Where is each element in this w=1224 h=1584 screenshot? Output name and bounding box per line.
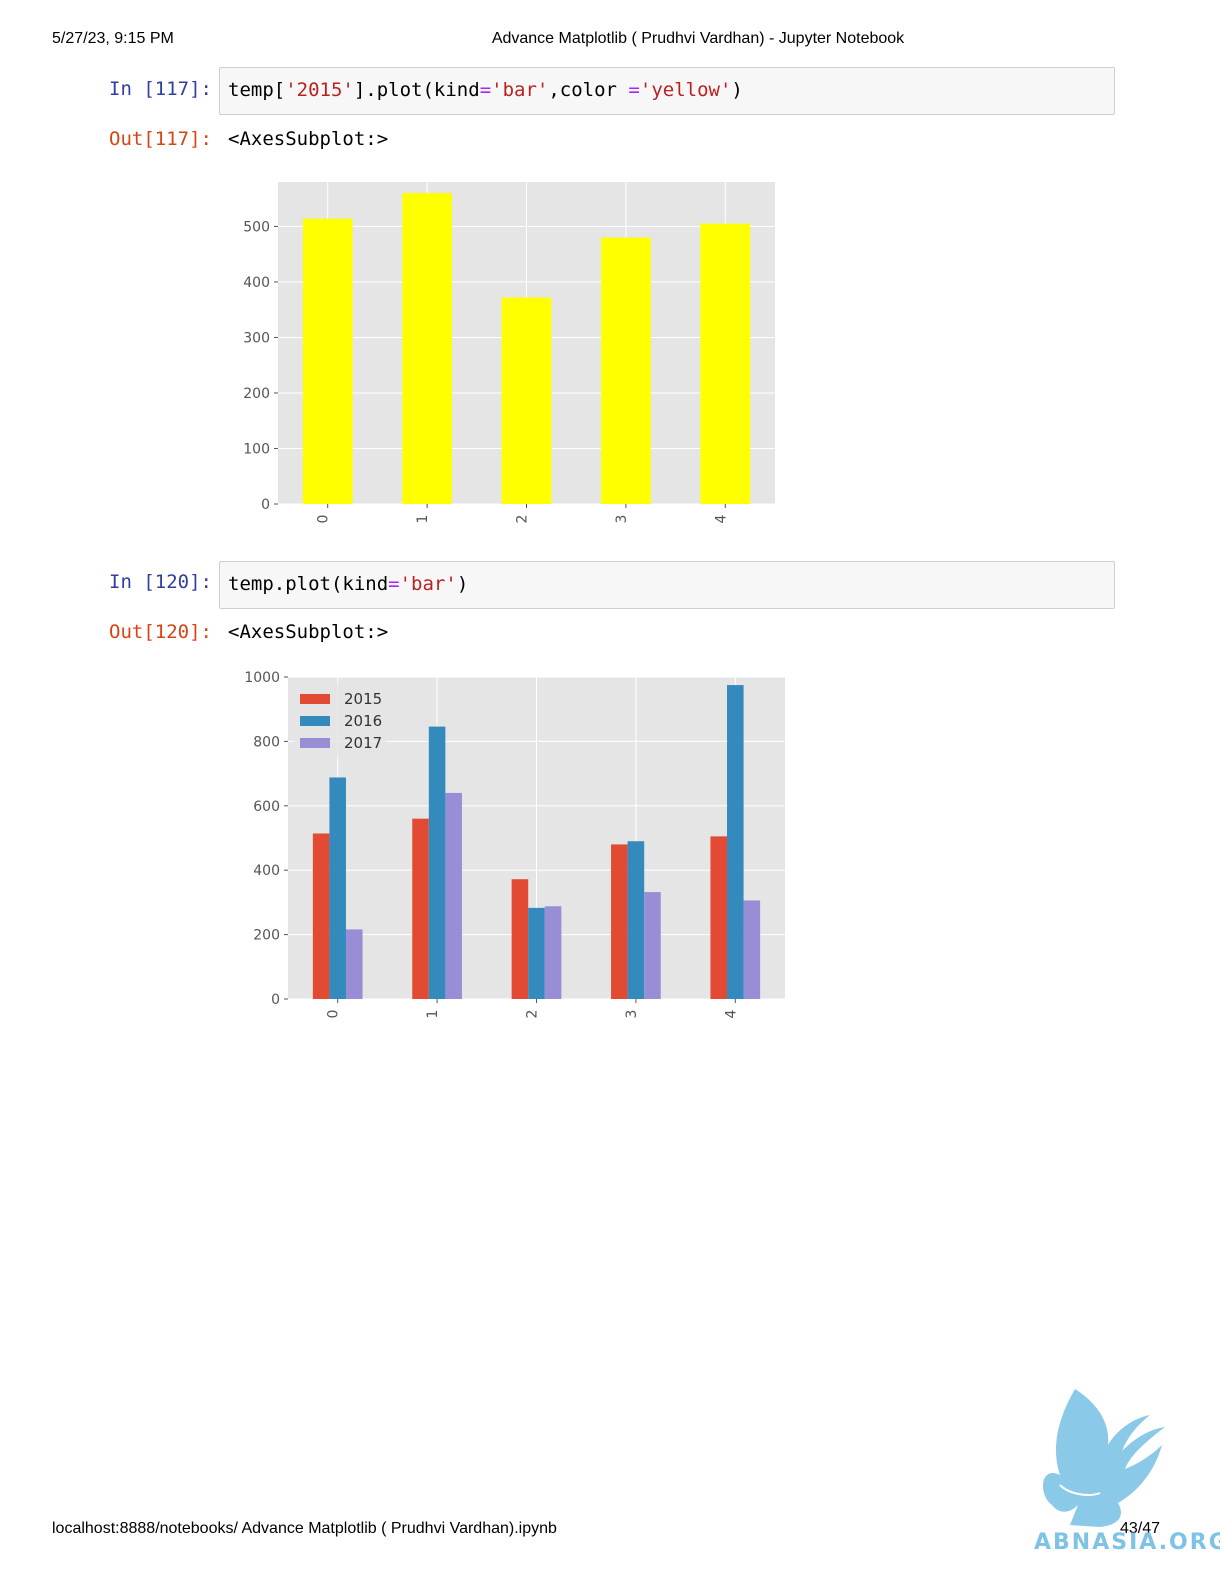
y-tick-label: 400: [253, 863, 280, 879]
y-tick-label: 100: [243, 441, 270, 457]
y-tick-label: 1000: [244, 670, 280, 686]
in-prompt-120: In [120]:: [109, 571, 212, 593]
code-token: ): [456, 573, 469, 595]
bar: [402, 193, 452, 504]
bar: [412, 818, 429, 999]
print-title: Advance Matplotlib ( Prudhvi Vardhan) - …: [491, 30, 905, 47]
code-token: 'bar': [491, 79, 549, 101]
output-text-117: <AxesSubplot:>: [228, 128, 389, 150]
bar: [528, 907, 545, 999]
code-token: 'yellow': [639, 79, 732, 101]
bar: [511, 879, 529, 999]
code-token: temp[: [228, 79, 286, 101]
bar: [627, 841, 645, 999]
code-token: ].plot(kind: [353, 79, 480, 101]
x-tick-label: 0: [326, 1010, 342, 1019]
y-tick-label: 600: [253, 799, 280, 815]
y-tick-label: 200: [253, 928, 280, 944]
code-cell-117[interactable]: temp['2015'].plot(kind='bar',color ='yel…: [219, 67, 1115, 115]
x-tick-label: 1: [425, 1010, 441, 1019]
output-text-120: <AxesSubplot:>: [228, 621, 389, 643]
bar: [601, 237, 651, 504]
code-token: 'bar': [399, 573, 457, 595]
page-number: 43/47: [1120, 1520, 1161, 1537]
bar-chart-2015: 0 100 200 300 400 500 0 1 2 3 4: [243, 182, 775, 524]
bar-chart-grouped: 0 200 400 600 800 1000 0 1 2 3 4 2015 2016 2017: [244, 670, 785, 1019]
x-tick-label: 3: [624, 1010, 640, 1019]
in-prompt-117: In [117]:: [109, 78, 212, 100]
y-tick-label: 800: [253, 734, 280, 750]
y-tick-label: 300: [243, 330, 270, 346]
code-token: ): [731, 79, 743, 101]
code-token: =: [388, 573, 400, 595]
bar: [312, 833, 330, 999]
y-tick-label: 200: [243, 386, 270, 402]
y-tick-label: 0: [271, 992, 280, 1008]
y-tick-label: 500: [243, 219, 270, 235]
code-token: '2015': [285, 79, 354, 101]
code-text: temp['2015'].plot(kind='bar',color ='yel…: [228, 79, 743, 101]
x-tick-label: 2: [515, 515, 531, 524]
legend-swatch: [300, 716, 330, 726]
bar: [611, 844, 628, 999]
bar: [700, 223, 751, 504]
code-token: =: [479, 79, 492, 101]
bar: [345, 929, 363, 999]
bar: [445, 792, 462, 999]
legend-label: 2015: [344, 690, 382, 708]
watermark-text: ABNASIA.ORG: [1034, 1530, 1220, 1555]
x-tick-label: 1: [415, 515, 431, 524]
bar: [544, 906, 562, 999]
bar: [644, 892, 661, 999]
code-cell-120[interactable]: temp.plot(kind='bar'): [219, 561, 1115, 609]
out-prompt-120: Out[120]:: [109, 621, 212, 643]
legend-swatch: [300, 738, 330, 748]
bar: [710, 836, 728, 999]
x-tick-label: 4: [723, 1009, 739, 1018]
x-tick-label: 3: [614, 515, 630, 524]
print-datetime: 5/27/23, 9:15 PM: [52, 30, 174, 47]
out-prompt-117: Out[117]:: [109, 128, 212, 150]
legend-label: 2017: [344, 734, 382, 752]
print-url: localhost:8888/notebooks/ Advance Matplo…: [52, 1520, 557, 1537]
code-token: temp.plot(kind: [228, 573, 389, 595]
bar: [302, 218, 353, 504]
bar: [743, 900, 761, 999]
y-tick-label: 400: [243, 275, 270, 291]
code-token: =: [628, 79, 640, 101]
bar: [329, 777, 346, 999]
x-tick-label: 4: [713, 514, 729, 523]
griffin-icon: ABNASIA.ORG: [1034, 1389, 1224, 1555]
x-tick-label: 0: [316, 515, 332, 524]
legend-swatch: [300, 694, 330, 704]
code-text: temp.plot(kind='bar'): [228, 573, 468, 595]
bar: [428, 726, 446, 999]
y-tick-label: 0: [261, 497, 270, 513]
bar: [501, 297, 552, 504]
legend-label: 2016: [344, 712, 382, 730]
bar: [727, 685, 744, 999]
watermark-logo: ABNASIA.ORG: [1030, 1385, 1224, 1555]
code-token: ,color: [548, 79, 629, 101]
x-tick-label: 2: [525, 1010, 541, 1019]
